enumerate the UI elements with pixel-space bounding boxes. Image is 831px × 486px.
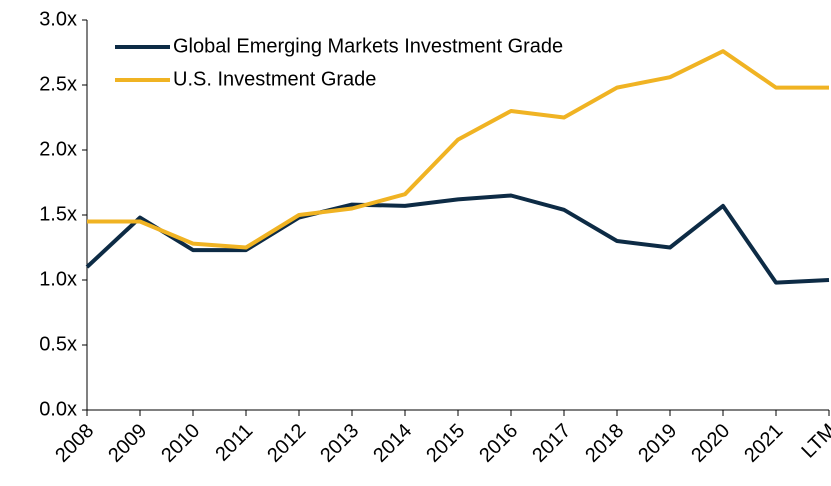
x-tick-label: 2021 [740,420,787,467]
line-series [85,193,830,285]
y-tick-label: 0.0x [39,398,77,420]
x-tick-label: 2012 [263,420,310,467]
x-tick-label: 2008 [51,420,98,467]
y-tick-label: 1.5x [39,203,77,225]
x-tick-label: LTM [797,420,831,463]
y-tick-label: 0.5x [39,333,77,355]
x-tick-label: 2018 [581,420,628,467]
x-tick-label: 2011 [211,420,257,466]
x-tick-label: 2013 [316,420,363,467]
legend-label: Global Emerging Markets Investment Grade [173,35,563,57]
y-tick-label: 1.0x [39,268,77,290]
x-tick-label: 2010 [157,420,204,467]
y-tick-label: 2.0x [39,138,77,160]
x-tick-label: 2014 [369,420,416,467]
x-tick-label: 2017 [528,420,575,467]
x-tick-label: 2019 [634,420,681,467]
legend-label: U.S. Investment Grade [173,68,376,90]
x-tick-label: 2020 [687,420,734,467]
x-tick-label: 2009 [104,420,151,467]
x-tick-label: 2016 [475,420,522,467]
line-series [87,49,829,250]
y-tick-label: 2.5x [39,73,77,95]
y-tick-label: 3.0x [39,8,77,30]
x-tick-label: 2015 [422,420,469,467]
